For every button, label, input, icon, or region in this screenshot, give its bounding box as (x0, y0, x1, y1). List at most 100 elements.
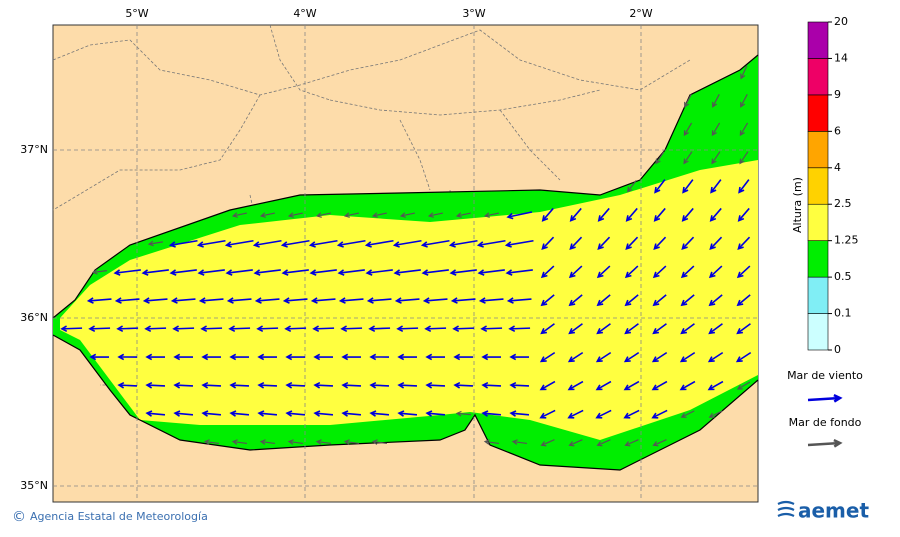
wave-arrow (229, 410, 250, 417)
wave-arrow (172, 325, 195, 333)
wave-arrow (568, 439, 583, 447)
wave-arrow (595, 409, 612, 419)
wave-arrow (117, 381, 138, 389)
wave-arrow (541, 236, 555, 250)
wave-arrow (145, 381, 166, 389)
wave-arrow (509, 353, 530, 361)
wave-arrow (200, 325, 223, 333)
wave-arrow (624, 265, 639, 279)
logo-mark (777, 500, 795, 517)
wave-arrow (481, 353, 502, 361)
wave-arrow (568, 294, 583, 307)
wave-arrow (453, 381, 474, 389)
wave-arrow (397, 410, 418, 417)
wave-arrow (369, 381, 390, 389)
legend-label: Mar de viento (787, 369, 863, 382)
wave-arrow (652, 439, 667, 447)
wave-arrow (144, 325, 167, 333)
colorbar-tick-label: 4 (834, 161, 841, 174)
wave-arrow (224, 239, 254, 248)
wave-arrow (681, 236, 695, 250)
wave-arrow (736, 265, 751, 279)
wave-arrow (737, 207, 750, 222)
wave-arrow (736, 381, 751, 390)
credit: Agencia Estatal de Meteorología (30, 510, 208, 523)
wave-arrow (197, 269, 225, 276)
colorbar-segment (807, 240, 829, 278)
wave-arrow (308, 239, 338, 248)
wave-arrow (252, 239, 282, 248)
wave-arrow (481, 410, 502, 417)
wave-arrow (711, 151, 721, 165)
wave-arrow (280, 239, 310, 248)
wave-arrow (736, 323, 751, 335)
wave-arrow (369, 410, 390, 417)
wave-arrow (478, 297, 504, 304)
wave-arrow (424, 325, 447, 333)
wave-arrow (89, 353, 110, 361)
wave-arrow (567, 409, 584, 419)
colorbar-segment (807, 167, 829, 205)
wave-arrow (505, 269, 533, 276)
wave-arrow (116, 325, 139, 333)
wave-arrow (393, 269, 421, 276)
wave-arrow (397, 381, 418, 389)
wave-arrow (422, 297, 448, 304)
wave-arrow (568, 323, 583, 335)
wave-arrow (651, 380, 668, 391)
wave-arrow (569, 207, 582, 222)
wave-arrow (625, 207, 638, 222)
wave-arrow (736, 294, 751, 307)
wave-arrow (539, 409, 556, 419)
wave-arrow (595, 351, 612, 363)
wave-arrow (315, 439, 332, 445)
wave-arrow (285, 381, 306, 389)
wave-arrow (281, 269, 309, 276)
wave-arrow (539, 351, 556, 363)
wave-arrow (173, 353, 194, 361)
legend-arrow (807, 394, 843, 403)
wave-arrow (595, 380, 612, 391)
copyright-symbol: © (12, 509, 26, 525)
wave-arrow (173, 381, 194, 389)
wave-arrow (392, 239, 422, 248)
wave-arrow (337, 269, 365, 276)
wave-arrow (315, 212, 331, 218)
wave-arrow (680, 265, 695, 279)
wave-arrow (652, 294, 667, 307)
wave-arrow (312, 325, 335, 333)
wave-arrow (170, 297, 196, 304)
wave-arrow (341, 410, 362, 417)
wave-arrow (282, 297, 308, 304)
wave-arrow (141, 269, 169, 276)
wave-arrow (596, 323, 611, 335)
wave-arrow (653, 207, 666, 222)
lon-label: 5°W (125, 7, 148, 20)
lon-label: 2°W (629, 7, 652, 20)
wave-arrow (145, 353, 166, 361)
wave-arrow (366, 297, 392, 304)
wave-arrow (680, 410, 695, 418)
wave-arrow (201, 410, 222, 417)
wave-arrow (509, 410, 530, 417)
wave-arrow (708, 265, 723, 279)
wave-arrow (365, 269, 393, 276)
wave-arrow (201, 353, 222, 361)
colorbar-segment (807, 131, 829, 169)
wave-arrow (453, 353, 474, 361)
colorbar-tick-label: 0 (834, 343, 841, 356)
wave-arrow (624, 323, 639, 335)
wave-arrow (313, 353, 334, 361)
lon-label: 4°W (293, 7, 316, 20)
wave-arrow (596, 265, 611, 279)
wave-arrow (655, 151, 665, 165)
wave-arrow (399, 212, 415, 218)
wave-arrow (88, 325, 111, 333)
colorbar-tick-label: 1.25 (834, 234, 859, 247)
wave-arrow (142, 297, 168, 304)
colorbar-segment (807, 276, 829, 314)
wave-arrow (371, 212, 387, 218)
wave-arrow (597, 207, 610, 222)
wave-arrow (707, 380, 724, 391)
